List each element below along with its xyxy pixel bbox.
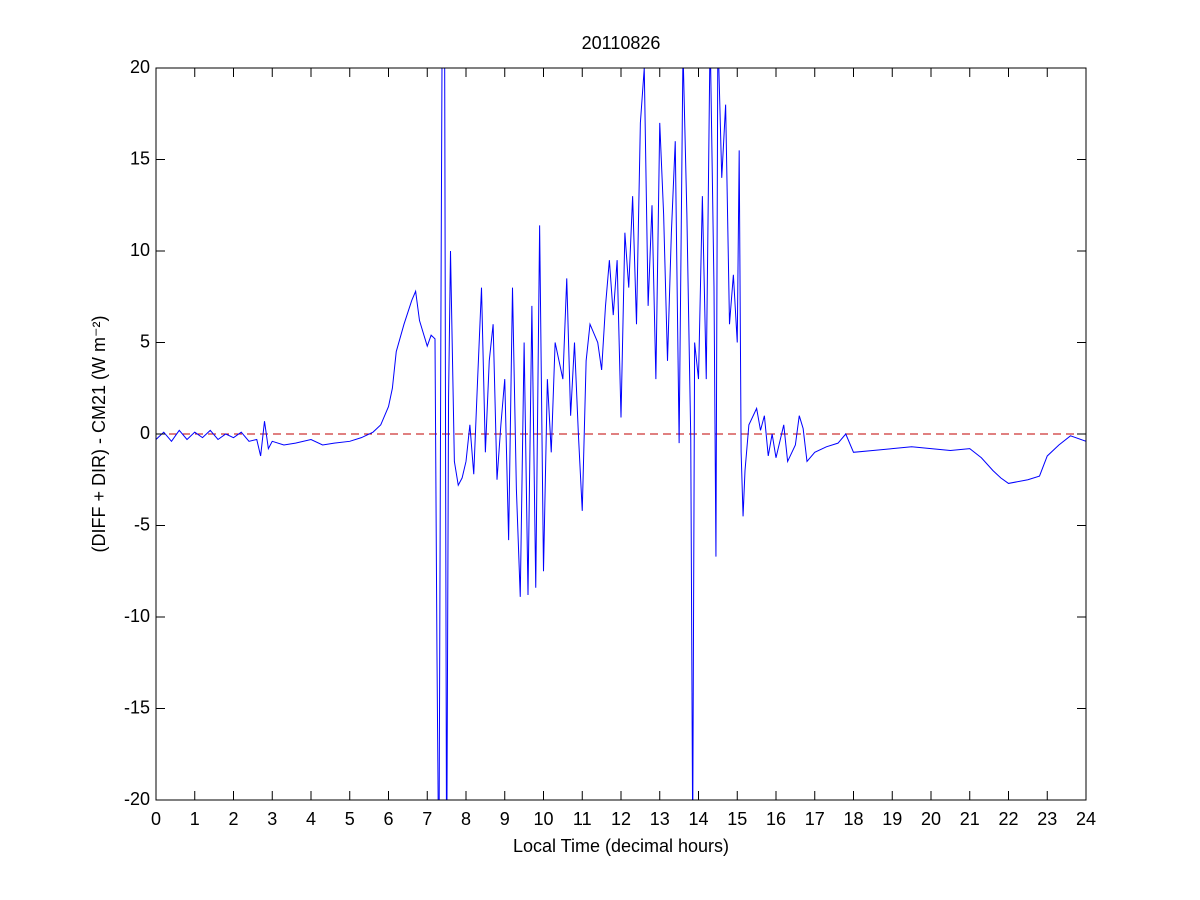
x-tick-label: 8	[461, 809, 471, 829]
y-tick-label: 5	[140, 331, 150, 351]
x-tick-label: 17	[805, 809, 825, 829]
x-tick-label: 21	[960, 809, 980, 829]
x-tick-label: 0	[151, 809, 161, 829]
x-tick-label: 24	[1076, 809, 1096, 829]
x-tick-label: 4	[306, 809, 316, 829]
x-tick-label: 18	[843, 809, 863, 829]
x-tick-label: 6	[383, 809, 393, 829]
y-tick-label: -10	[124, 606, 150, 626]
x-tick-label: 9	[500, 809, 510, 829]
x-tick-label: 3	[267, 809, 277, 829]
data-line	[156, 68, 1086, 800]
x-tick-label: 22	[998, 809, 1018, 829]
x-tick-label: 7	[422, 809, 432, 829]
x-tick-label: 23	[1037, 809, 1057, 829]
y-tick-label: 15	[130, 148, 150, 168]
y-tick-label: 0	[140, 423, 150, 443]
x-tick-label: 12	[611, 809, 631, 829]
x-tick-label: 2	[228, 809, 238, 829]
x-tick-label: 1	[190, 809, 200, 829]
x-tick-label: 16	[766, 809, 786, 829]
x-tick-label: 13	[650, 809, 670, 829]
x-tick-label: 14	[688, 809, 708, 829]
x-tick-label: 19	[882, 809, 902, 829]
y-tick-label: -15	[124, 697, 150, 717]
x-tick-label: 20	[921, 809, 941, 829]
x-tick-label: 11	[573, 809, 592, 829]
x-tick-label: 5	[345, 809, 355, 829]
chart-title: 20110826	[582, 33, 661, 53]
y-axis-label: (DIFF + DIR) - CM21 (W m⁻²)	[89, 316, 109, 553]
x-tick-label: 15	[727, 809, 747, 829]
y-tick-label: -20	[124, 789, 150, 809]
y-tick-label: 10	[130, 240, 150, 260]
x-axis-label: Local Time (decimal hours)	[513, 836, 729, 856]
y-tick-label: -5	[134, 514, 150, 534]
x-tick-label: 10	[533, 809, 553, 829]
y-tick-label: 20	[130, 57, 150, 77]
